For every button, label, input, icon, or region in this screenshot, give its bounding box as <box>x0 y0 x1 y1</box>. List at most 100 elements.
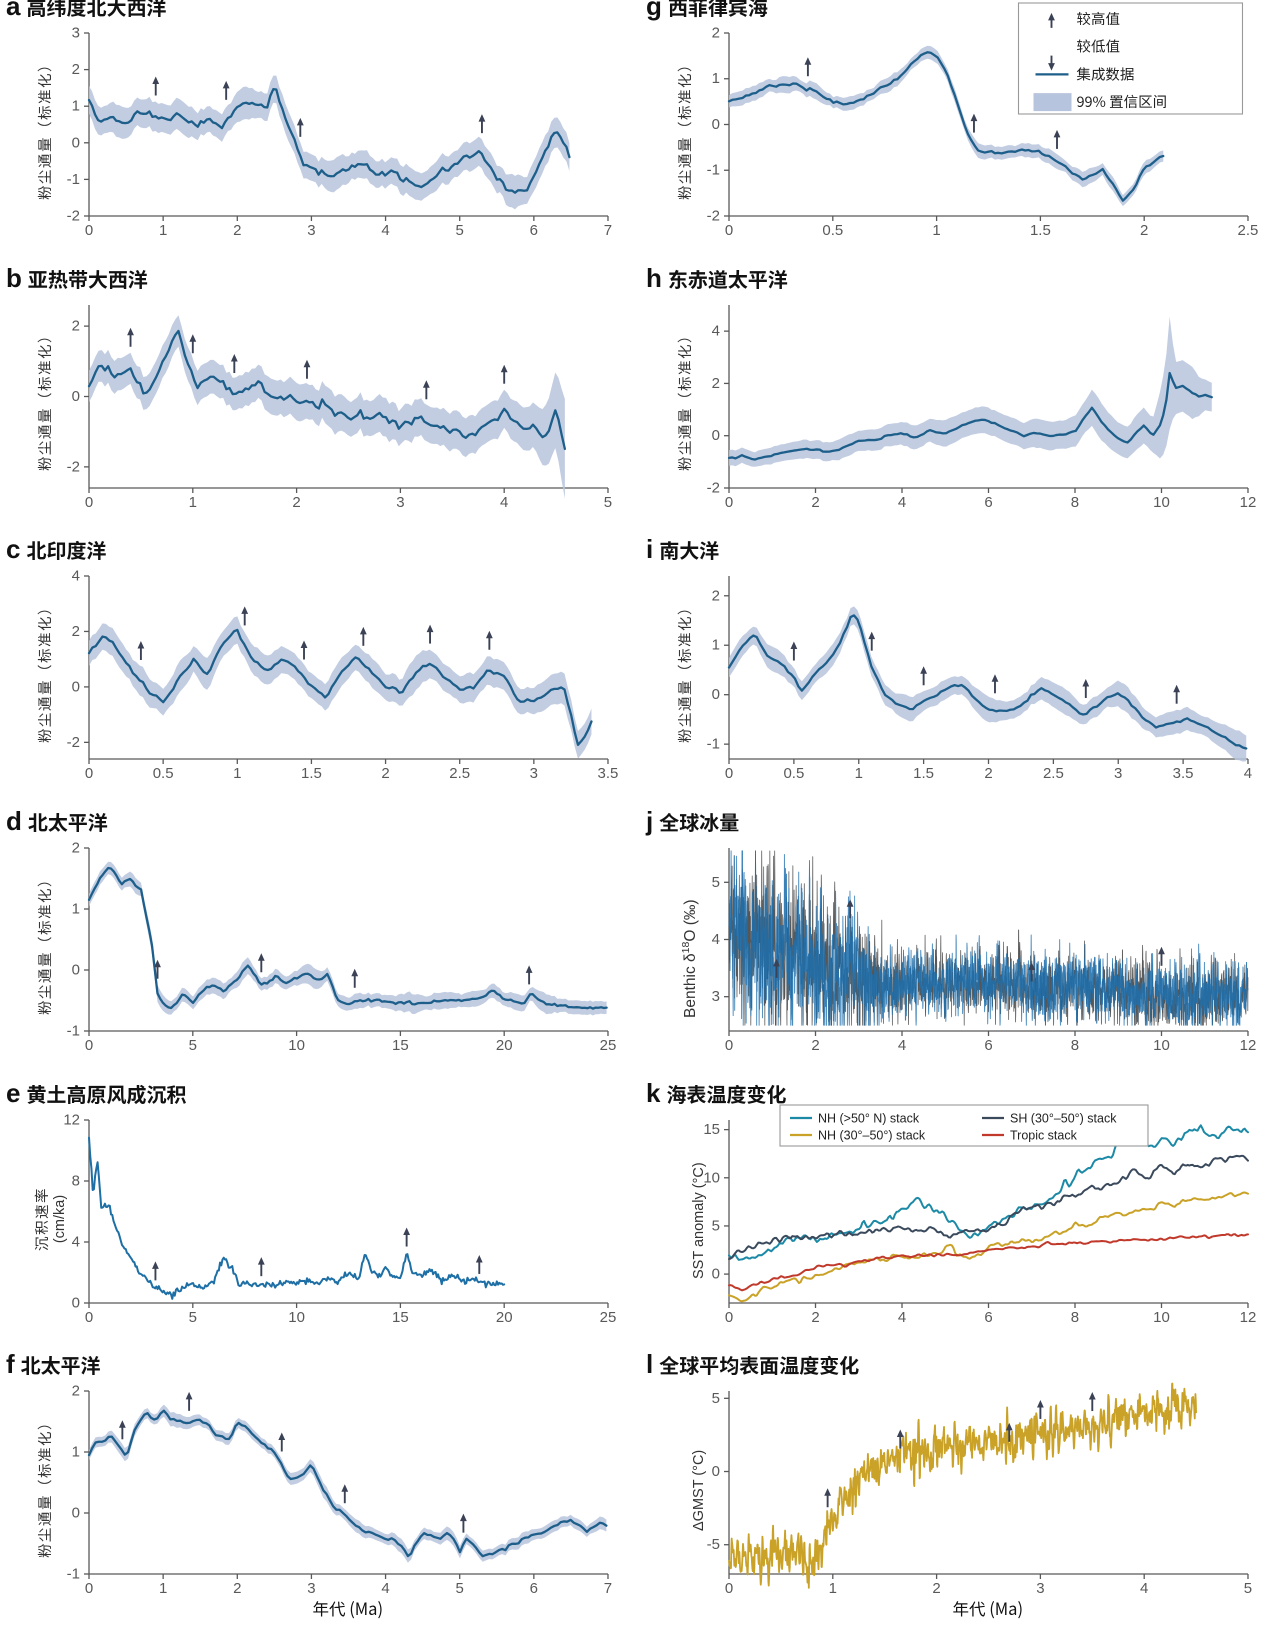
svg-text:2.5: 2.5 <box>1238 222 1259 239</box>
svg-text:0: 0 <box>72 134 80 151</box>
svg-text:0: 0 <box>725 494 733 511</box>
svg-text:15: 15 <box>392 1037 409 1054</box>
svg-text:-5: -5 <box>707 1537 720 1554</box>
svg-text:3: 3 <box>712 988 720 1005</box>
svg-text:2: 2 <box>72 839 80 856</box>
svg-text:99% 置信区间: 99% 置信区间 <box>1076 91 1167 112</box>
svg-text:2: 2 <box>712 24 720 41</box>
svg-text:5: 5 <box>189 1037 197 1054</box>
svg-text:-2: -2 <box>707 207 720 224</box>
svg-text:3: 3 <box>396 494 404 511</box>
svg-text:2: 2 <box>381 765 389 782</box>
svg-text:SH (30°–50°) stack: SH (30°–50°) stack <box>1010 1111 1117 1125</box>
svg-text:1.5: 1.5 <box>913 765 934 782</box>
svg-text:4: 4 <box>898 494 906 511</box>
svg-text:2.5: 2.5 <box>449 765 470 782</box>
svg-text:较高值: 较高值 <box>1076 8 1119 29</box>
svg-text:0: 0 <box>85 1580 93 1597</box>
svg-text:1: 1 <box>72 1444 80 1461</box>
svg-text:10: 10 <box>1153 494 1170 511</box>
svg-text:3: 3 <box>1036 1580 1044 1597</box>
svg-text:5: 5 <box>189 1309 197 1326</box>
svg-text:0.5: 0.5 <box>783 765 804 782</box>
svg-text:0.5: 0.5 <box>822 222 843 239</box>
svg-text:8: 8 <box>72 1172 80 1189</box>
svg-text:Tropic stack: Tropic stack <box>1010 1128 1078 1142</box>
svg-text:4: 4 <box>72 568 80 585</box>
svg-text:3: 3 <box>307 222 315 239</box>
svg-text:1: 1 <box>72 900 80 917</box>
svg-text:1.5: 1.5 <box>1030 222 1051 239</box>
svg-text:-2: -2 <box>67 458 80 475</box>
svg-text:3: 3 <box>530 765 538 782</box>
svg-text:0: 0 <box>725 1037 733 1054</box>
svg-text:5: 5 <box>456 222 464 239</box>
svg-text:4: 4 <box>712 931 720 948</box>
svg-text:3.5: 3.5 <box>598 765 619 782</box>
svg-text:1: 1 <box>189 494 197 511</box>
svg-text:2: 2 <box>811 1037 819 1054</box>
svg-text:2.5: 2.5 <box>1043 765 1064 782</box>
svg-text:5: 5 <box>712 1390 720 1407</box>
svg-text:1: 1 <box>233 765 241 782</box>
svg-text:2: 2 <box>233 1580 241 1597</box>
svg-text:0: 0 <box>85 1037 93 1054</box>
svg-text:2: 2 <box>712 375 720 392</box>
svg-text:2: 2 <box>72 61 80 78</box>
svg-text:2: 2 <box>984 765 992 782</box>
svg-text:-2: -2 <box>67 207 80 224</box>
svg-text:0: 0 <box>72 1294 80 1311</box>
svg-text:4: 4 <box>1140 1580 1148 1597</box>
svg-text:-2: -2 <box>67 734 80 751</box>
svg-text:1: 1 <box>159 1580 167 1597</box>
svg-text:2: 2 <box>811 1309 819 1326</box>
svg-text:0: 0 <box>712 1463 720 1480</box>
svg-text:2: 2 <box>811 494 819 511</box>
svg-text:12: 12 <box>1240 1037 1257 1054</box>
svg-text:0: 0 <box>85 494 93 511</box>
svg-text:0: 0 <box>85 1309 93 1326</box>
svg-text:6: 6 <box>984 1037 992 1054</box>
svg-text:10: 10 <box>1153 1309 1170 1326</box>
svg-text:-1: -1 <box>67 1566 80 1583</box>
svg-text:3: 3 <box>72 24 80 41</box>
svg-text:7: 7 <box>604 1580 612 1597</box>
svg-text:12: 12 <box>63 1111 80 1128</box>
svg-text:15: 15 <box>703 1121 720 1138</box>
svg-text:5: 5 <box>1244 1580 1252 1597</box>
svg-text:3.5: 3.5 <box>1173 765 1194 782</box>
svg-text:4: 4 <box>1244 765 1252 782</box>
svg-text:5: 5 <box>712 1217 720 1234</box>
svg-text:10: 10 <box>288 1037 305 1054</box>
svg-text:3: 3 <box>307 1580 315 1597</box>
svg-text:2: 2 <box>1140 222 1148 239</box>
svg-text:2: 2 <box>233 222 241 239</box>
svg-text:6: 6 <box>984 1309 992 1326</box>
svg-text:2: 2 <box>72 623 80 640</box>
svg-text:10: 10 <box>288 1309 305 1326</box>
svg-text:20: 20 <box>496 1037 513 1054</box>
svg-text:-1: -1 <box>67 1022 80 1039</box>
svg-text:0: 0 <box>72 1505 80 1522</box>
svg-text:10: 10 <box>1153 1037 1170 1054</box>
svg-text:3: 3 <box>1114 765 1122 782</box>
svg-text:4: 4 <box>381 222 389 239</box>
svg-text:0: 0 <box>85 222 93 239</box>
svg-text:5: 5 <box>456 1580 464 1597</box>
svg-text:8: 8 <box>1071 1309 1079 1326</box>
svg-text:NH (>50° N) stack: NH (>50° N) stack <box>818 1111 920 1125</box>
svg-text:2: 2 <box>72 1383 80 1400</box>
svg-text:-1: -1 <box>707 162 720 179</box>
svg-text:0: 0 <box>712 687 720 704</box>
svg-text:0: 0 <box>72 388 80 405</box>
svg-text:6: 6 <box>984 494 992 511</box>
svg-text:Benthic δ18O (‰): Benthic δ18O (‰) <box>680 899 699 1018</box>
svg-text:1: 1 <box>159 222 167 239</box>
svg-text:4: 4 <box>72 1233 80 1250</box>
svg-text:0: 0 <box>712 427 720 444</box>
svg-text:5: 5 <box>604 494 612 511</box>
svg-text:8: 8 <box>1071 494 1079 511</box>
svg-text:20: 20 <box>496 1309 513 1326</box>
svg-text:1.5: 1.5 <box>301 765 322 782</box>
svg-text:25: 25 <box>600 1309 617 1326</box>
